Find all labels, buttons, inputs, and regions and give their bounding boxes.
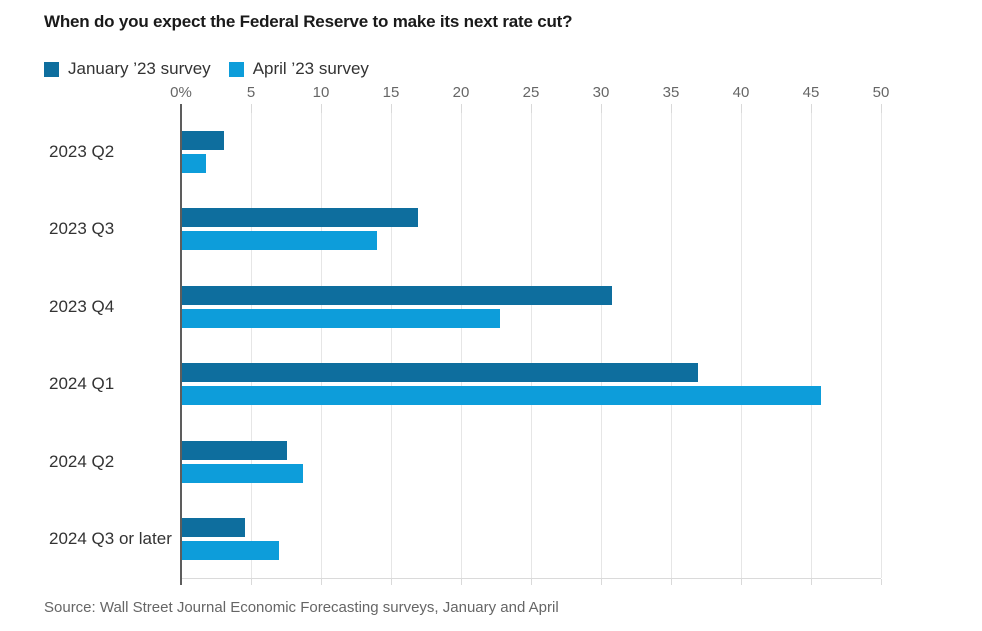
axis-tick: [811, 104, 812, 113]
category-label: 2024 Q1: [49, 374, 115, 394]
axis-tick: [601, 104, 602, 113]
x-tick-label: 15: [382, 84, 400, 101]
axis-tick: [741, 579, 742, 585]
x-tick-label: 50: [872, 84, 890, 101]
zero-axis-line: [180, 104, 182, 585]
bar: [181, 363, 698, 383]
bar: [181, 440, 288, 460]
x-tick-label: 35: [662, 84, 680, 101]
x-tick-label: 10: [312, 84, 330, 101]
axis-tick: [251, 579, 252, 585]
bar-group: [181, 518, 881, 561]
bar: [181, 153, 207, 173]
axis-tick: [531, 104, 532, 113]
source-note: Source: Wall Street Journal Economic For…: [44, 599, 559, 616]
category-row: 2024 Q3 or later: [49, 501, 881, 579]
plot-area: 0% 5 10 15 20 25 30 35 40 45 50 2023 Q2 2023 Q3 2023 …: [49, 84, 889, 585]
axis-tick: [671, 579, 672, 585]
x-tick-label: 30: [592, 84, 610, 101]
axis-tick: [321, 104, 322, 113]
category-row: 2023 Q2: [49, 113, 881, 191]
bar: [181, 308, 501, 328]
category-label: 2023 Q4: [49, 296, 115, 316]
axis-tick: [881, 579, 882, 585]
axis-tick: [671, 104, 672, 113]
x-tick-label: 40: [732, 84, 750, 101]
gridline: [531, 113, 532, 578]
category-row: 2024 Q1: [49, 346, 881, 424]
x-tick-label: 45: [802, 84, 820, 101]
axis-tick: [391, 579, 392, 585]
category-label: 2024 Q2: [49, 451, 115, 471]
gridline: [391, 113, 392, 578]
chart-title: When do you expect the Federal Reserve t…: [44, 12, 573, 31]
gridline: [461, 113, 462, 578]
axis-tick: [251, 104, 252, 113]
x-tick-label: 0%: [170, 84, 192, 101]
x-tick-label: 5: [246, 84, 256, 101]
gridline: [601, 113, 602, 578]
gridline: [671, 113, 672, 578]
axis-tick: [321, 579, 322, 585]
bar: [181, 518, 246, 538]
axis-tick: [811, 579, 812, 585]
axis-tick: [531, 579, 532, 585]
x-tick-label: 25: [522, 84, 540, 101]
bar: [181, 386, 821, 406]
legend-swatch-icon: [228, 61, 244, 77]
axis-tick: [881, 104, 882, 113]
chart-legend: January ’23 survey April ’23 survey: [44, 59, 369, 79]
axis-tick: [601, 579, 602, 585]
legend-label: April ’23 survey: [252, 59, 369, 78]
bar: [181, 130, 225, 150]
bar: [181, 463, 303, 483]
bar-group: [181, 440, 881, 483]
category-row: 2023 Q3: [49, 191, 881, 269]
gridline: [741, 113, 742, 578]
axis-tick: [461, 579, 462, 585]
bar: [181, 208, 418, 228]
axis-tick: [461, 104, 462, 113]
gridline: [811, 113, 812, 578]
legend-item-january: January ’23 survey: [44, 59, 211, 79]
category-label: 2023 Q2: [49, 141, 115, 161]
bar: [181, 541, 279, 561]
bar-group: [181, 285, 881, 328]
x-tick-label: 20: [452, 84, 470, 101]
legend-swatch-icon: [44, 61, 59, 77]
axis-tick: [391, 104, 392, 113]
category-row: 2024 Q2: [49, 423, 881, 501]
legend-label: January ’23 survey: [68, 59, 211, 78]
gridline: [251, 113, 252, 578]
category-row: 2023 Q4: [49, 268, 881, 346]
gridline: [881, 113, 882, 578]
category-label: 2024 Q3 or later: [49, 529, 172, 549]
bar: [181, 231, 377, 251]
bar-group: [181, 130, 881, 173]
axis-tick: [741, 104, 742, 113]
legend-item-april: April ’23 survey: [228, 59, 369, 79]
bar: [181, 285, 613, 305]
category-label: 2023 Q3: [49, 219, 115, 239]
bar-group: [181, 208, 881, 251]
bar-group: [181, 363, 881, 406]
gridline: [321, 113, 322, 578]
